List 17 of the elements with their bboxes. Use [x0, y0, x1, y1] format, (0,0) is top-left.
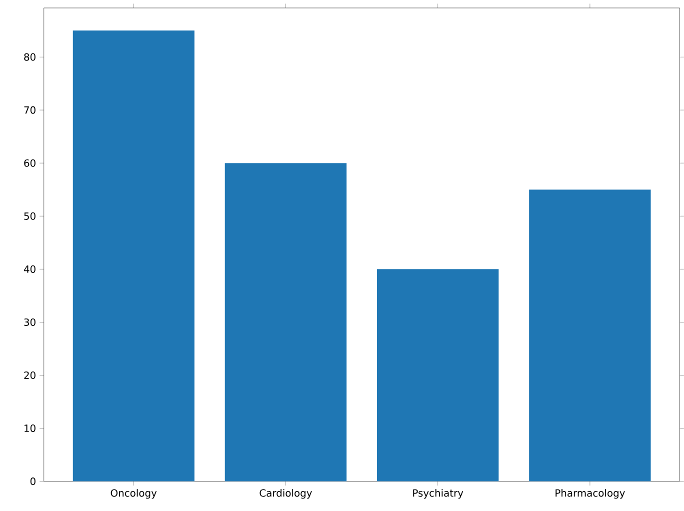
x-tick-label: Pharmacology: [556, 488, 625, 499]
bar: [376, 269, 499, 482]
y-tick-label: 0: [30, 477, 36, 485]
y-tick-label: 70: [24, 106, 36, 114]
y-tick-label: 30: [24, 318, 36, 326]
y-tick-label: 50: [24, 212, 36, 220]
y-tick-label: 40: [24, 265, 36, 273]
y-tick-label: 60: [24, 159, 36, 167]
x-tick-label: Oncology: [110, 488, 157, 499]
y-tick-label: 20: [24, 371, 36, 379]
y-tick-label: 10: [24, 424, 36, 432]
x-tick-label: Psychiatry: [413, 488, 464, 499]
bar: [224, 162, 347, 482]
bar: [529, 190, 651, 482]
x-tick-label: Cardiology: [260, 488, 312, 499]
y-tick-label: 80: [24, 53, 36, 61]
bar: [72, 30, 194, 482]
